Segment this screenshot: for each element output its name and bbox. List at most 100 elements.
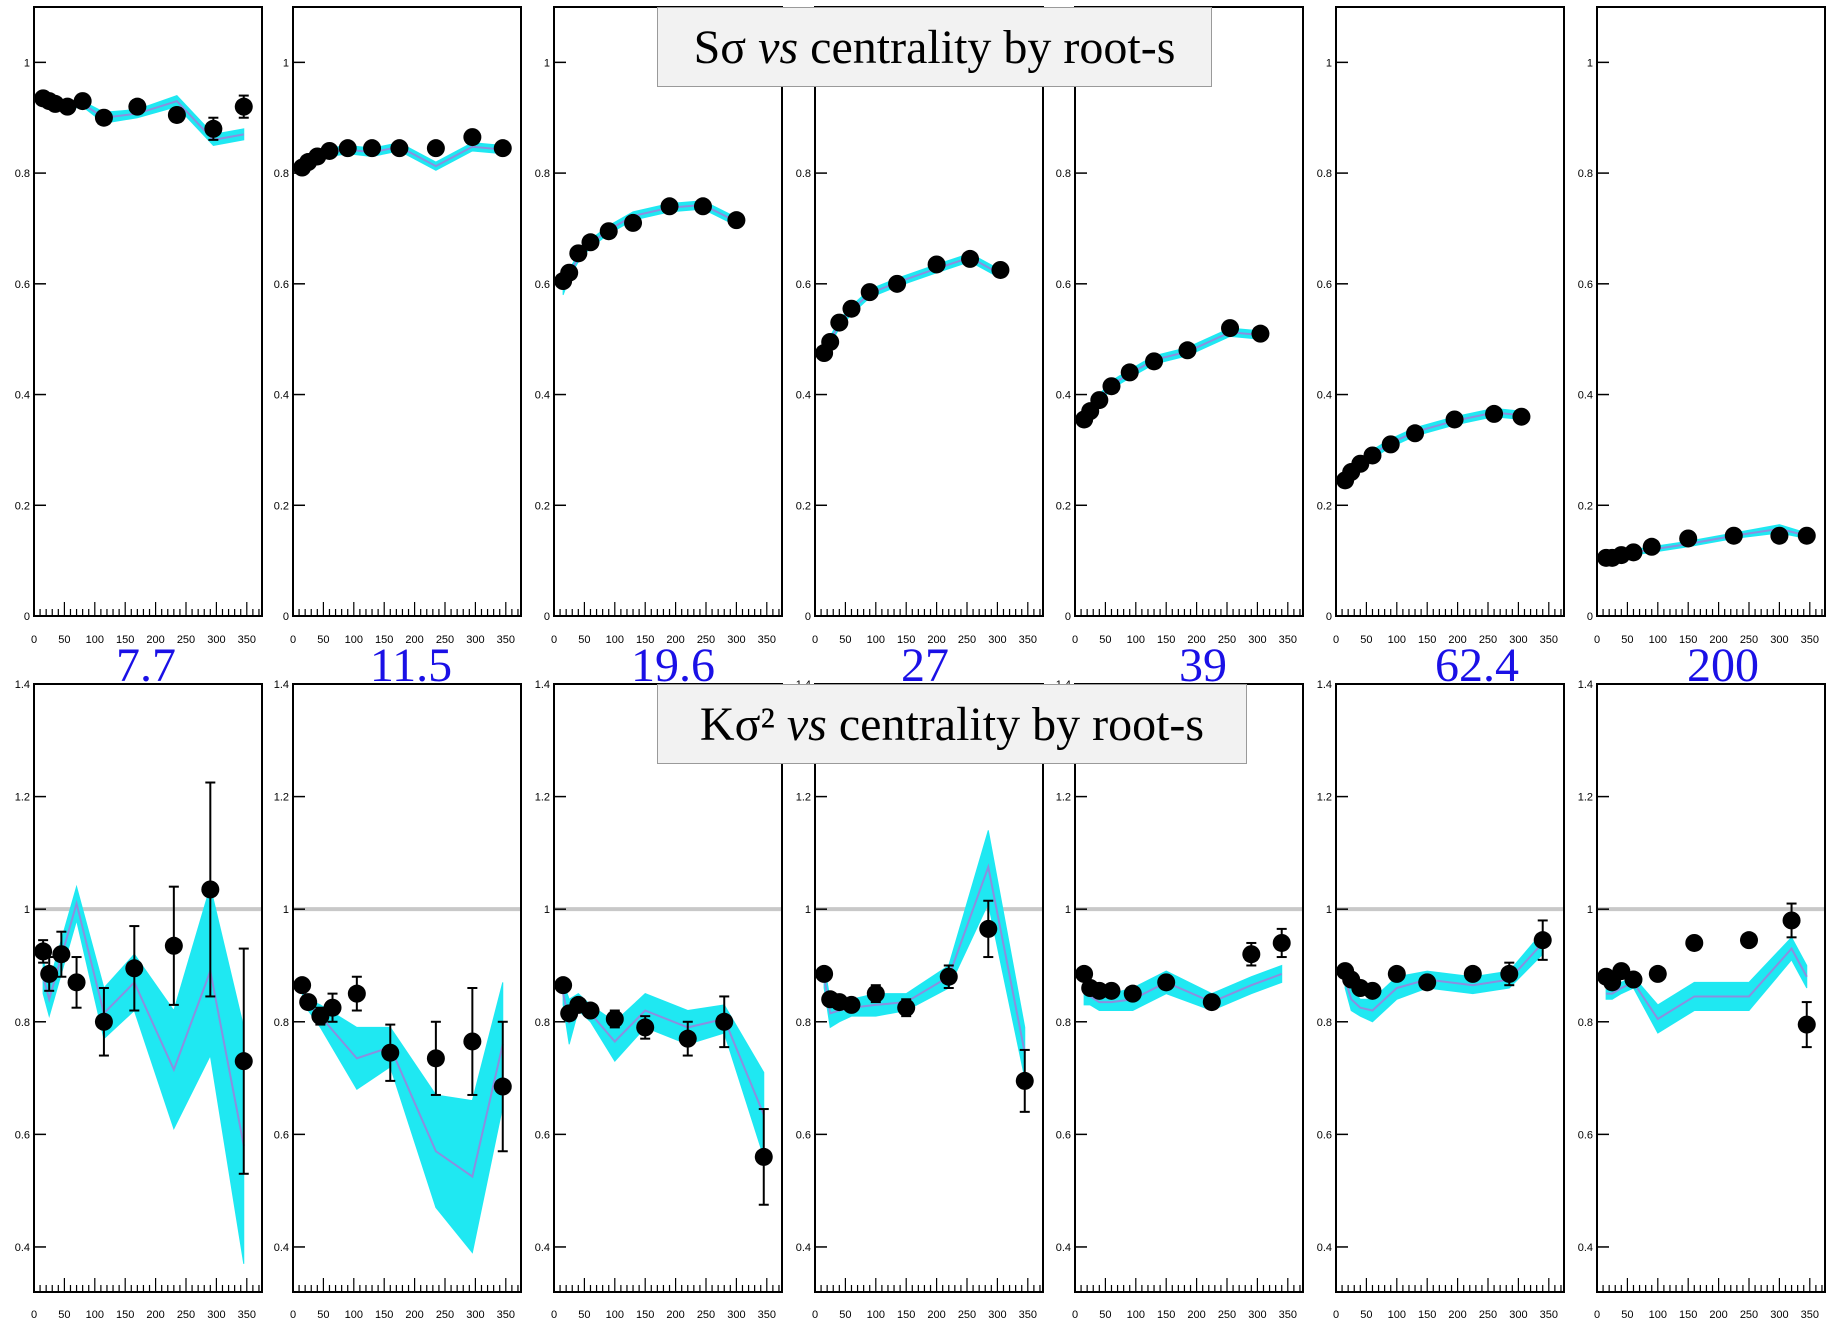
data-point-top-4	[842, 299, 861, 318]
y-tick-label-top-3: 0.6	[535, 279, 550, 291]
bottom-title-vs: vs	[786, 697, 827, 751]
x-tick-label-bottom-2: 300	[466, 1309, 484, 1321]
energy-label-19-6: 19.6	[631, 639, 715, 692]
x-tick-label-bottom-5: 0	[1072, 1309, 1078, 1321]
y-tick-label-bottom-7: 1.2	[1578, 792, 1593, 804]
data-point-bottom-6	[1418, 973, 1437, 992]
y-tick-label-bottom-1: 1.2	[15, 792, 30, 804]
data-point-bottom-3	[678, 1029, 697, 1048]
y-tick-label-top-3: 0	[544, 611, 550, 623]
x-tick-label-top-7: 100	[1649, 634, 1667, 646]
y-tick-label-top-2: 0.2	[274, 500, 289, 512]
x-tick-label-bottom-1: 250	[177, 1309, 195, 1321]
bottom-title-suffix: centrality by root-s	[838, 697, 1205, 751]
data-point-bottom-6	[1463, 964, 1482, 983]
x-tick-label-top-7: 250	[1740, 634, 1758, 646]
x-tick-label-bottom-2: 250	[436, 1309, 454, 1321]
x-tick-label-bottom-1: 100	[86, 1309, 104, 1321]
x-tick-label-top-5: 100	[1127, 634, 1145, 646]
y-tick-label-bottom-1: 1.4	[15, 679, 30, 691]
x-tick-label-bottom-2: 350	[497, 1309, 515, 1321]
x-tick-label-top-7: 300	[1770, 634, 1788, 646]
x-tick-label-top-6: 200	[1448, 634, 1466, 646]
x-tick-label-bottom-5: 50	[1099, 1309, 1111, 1321]
data-point-bottom-1	[52, 945, 71, 964]
y-tick-label-top-1: 0.8	[15, 168, 30, 180]
top-title-vs: vs	[758, 20, 799, 74]
y-tick-label-top-2: 0.4	[274, 390, 289, 402]
y-tick-label-top-1: 0.2	[15, 500, 30, 512]
data-point-bottom-1	[201, 880, 220, 899]
x-tick-label-bottom-7: 50	[1621, 1309, 1633, 1321]
data-point-top-2	[463, 128, 482, 147]
y-tick-label-bottom-6: 1.2	[1317, 792, 1332, 804]
panel-frame-bottom-2	[292, 683, 522, 1293]
y-tick-label-top-2: 0.8	[274, 168, 289, 180]
panel-frame-bottom-4	[814, 683, 1044, 1293]
x-tick-label-bottom-4: 350	[1019, 1309, 1037, 1321]
x-tick-label-bottom-3: 300	[727, 1309, 745, 1321]
x-tick-label-bottom-6: 300	[1509, 1309, 1527, 1321]
y-tick-label-bottom-5: 0.8	[1056, 1017, 1071, 1029]
x-tick-label-bottom-3: 150	[636, 1309, 654, 1321]
data-point-bottom-7	[1648, 964, 1667, 983]
y-tick-label-bottom-7: 0.8	[1578, 1017, 1593, 1029]
top-title-prefix: Sσ	[693, 20, 747, 74]
data-point-top-1	[58, 97, 77, 116]
x-tick-label-bottom-7: 0	[1594, 1309, 1600, 1321]
data-point-bottom-1	[67, 973, 86, 992]
data-point-top-7	[1642, 537, 1661, 556]
y-tick-label-bottom-2: 0.6	[274, 1129, 289, 1141]
y-tick-label-top-7: 0.6	[1578, 279, 1593, 291]
data-point-top-6	[1512, 407, 1531, 426]
data-point-top-4	[961, 249, 980, 268]
data-point-top-7	[1770, 526, 1789, 545]
y-tick-label-top-1: 0	[24, 611, 30, 623]
x-tick-label-bottom-7: 200	[1709, 1309, 1727, 1321]
y-tick-label-bottom-6: 0.8	[1317, 1017, 1332, 1029]
x-tick-label-bottom-2: 150	[375, 1309, 393, 1321]
x-tick-label-top-4: 250	[958, 634, 976, 646]
y-tick-label-top-5: 0	[1065, 611, 1071, 623]
data-point-top-7	[1624, 543, 1643, 562]
band-center-line-bottom-7	[1606, 946, 1808, 1021]
y-tick-label-bottom-7: 0.6	[1578, 1129, 1593, 1141]
x-tick-label-bottom-5: 150	[1157, 1309, 1175, 1321]
x-tick-label-bottom-2: 0	[290, 1309, 296, 1321]
energy-label-11-5: 11.5	[369, 639, 453, 692]
y-tick-label-top-3: 0.4	[535, 390, 550, 402]
x-tick-label-top-5: 50	[1099, 634, 1111, 646]
x-tick-label-bottom-3: 50	[578, 1309, 590, 1321]
energy-label-27: 27	[901, 639, 949, 692]
x-tick-label-bottom-4: 300	[988, 1309, 1006, 1321]
data-point-bottom-1	[164, 936, 183, 955]
x-tick-label-bottom-3: 100	[606, 1309, 624, 1321]
data-point-top-4	[888, 274, 907, 293]
x-tick-label-bottom-4: 100	[867, 1309, 885, 1321]
x-tick-label-bottom-3: 200	[666, 1309, 684, 1321]
x-tick-label-bottom-3: 350	[758, 1309, 776, 1321]
data-point-bottom-1	[40, 964, 59, 983]
panel-frame-top-7	[1596, 6, 1826, 617]
y-tick-label-bottom-2: 0.8	[274, 1017, 289, 1029]
data-point-bottom-7	[1740, 931, 1758, 950]
y-tick-label-bottom-3: 0.4	[535, 1242, 550, 1254]
x-tick-label-bottom-6: 150	[1418, 1309, 1436, 1321]
y-tick-label-bottom-6: 1.4	[1317, 679, 1332, 691]
y-tick-label-top-7: 0.8	[1578, 168, 1593, 180]
y-tick-label-bottom-1: 0.8	[15, 1017, 30, 1029]
y-tick-label-top-6: 0	[1326, 611, 1332, 623]
y-tick-label-bottom-6: 1	[1326, 904, 1332, 916]
x-tick-label-bottom-7: 150	[1679, 1309, 1697, 1321]
data-point-top-3	[581, 233, 600, 252]
data-point-top-3	[727, 211, 746, 230]
y-tick-label-top-6: 0.8	[1317, 168, 1332, 180]
data-point-top-2	[363, 139, 382, 158]
data-point-top-6	[1381, 435, 1400, 454]
y-tick-label-top-7: 0.4	[1578, 390, 1593, 402]
data-point-bottom-1	[125, 959, 144, 978]
x-tick-label-top-2: 200	[405, 634, 423, 646]
y-tick-label-top-7: 0.2	[1578, 500, 1593, 512]
y-tick-label-top-5: 0.4	[1056, 390, 1071, 402]
x-tick-label-bottom-5: 350	[1279, 1309, 1297, 1321]
